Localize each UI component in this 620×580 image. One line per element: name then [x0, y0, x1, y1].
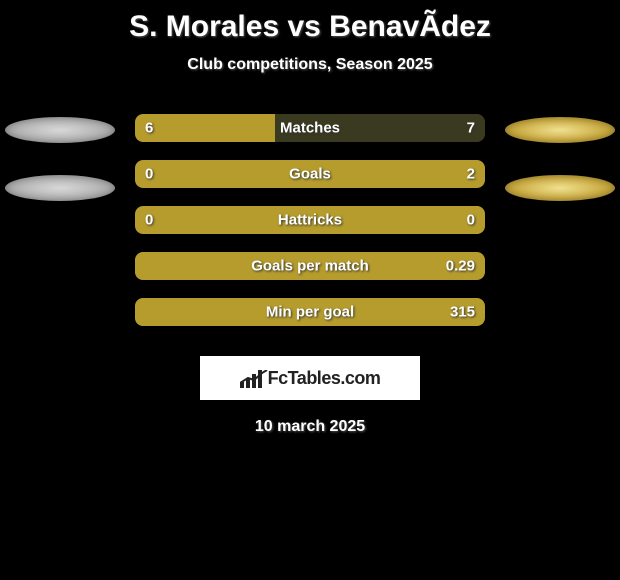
date-text: 10 march 2025	[0, 418, 620, 436]
left-ellipse	[5, 175, 115, 201]
bars-container: 6 Matches 7 0 Goals 2 0 Hattricks 0 Goals per mat…	[135, 114, 485, 326]
left-ellipse	[5, 117, 115, 143]
subtitle: Club competitions, Season 2025	[0, 56, 620, 74]
logo-box: FcTables.com	[200, 356, 420, 400]
right-ellipse	[505, 175, 615, 201]
bar-fill-right	[198, 160, 485, 188]
logo-text: FcTables.com	[268, 368, 381, 389]
comparison-area: 6 Matches 7 0 Goals 2 0 Hattricks 0 Goals per mat…	[0, 114, 620, 326]
bar-value-right: 7	[467, 120, 475, 137]
bar-row: 0 Hattricks 0	[135, 206, 485, 234]
bar-value-right: 315	[450, 304, 475, 321]
bar-label: Hattricks	[278, 212, 342, 229]
right-ellipse-column	[505, 114, 615, 201]
bar-label: Min per goal	[266, 304, 354, 321]
bar-row: Min per goal 315	[135, 298, 485, 326]
page-title: S. Morales vs BenavÃ­dez	[0, 10, 620, 44]
bar-label: Goals per match	[251, 258, 369, 275]
bar-value-left: 0	[145, 212, 153, 229]
bar-row: 6 Matches 7	[135, 114, 485, 142]
bar-fill-left	[135, 114, 275, 142]
bar-row: 0 Goals 2	[135, 160, 485, 188]
bar-value-right: 0	[467, 212, 475, 229]
stats-card: S. Morales vs BenavÃ­dez Club competitio…	[0, 0, 620, 436]
logo-chart-icon	[240, 368, 262, 388]
bar-value-left: 6	[145, 120, 153, 137]
bar-value-right: 2	[467, 166, 475, 183]
bar-value-left: 0	[145, 166, 153, 183]
bar-row: Goals per match 0.29	[135, 252, 485, 280]
bar-label: Matches	[280, 120, 340, 137]
bar-label: Goals	[289, 166, 331, 183]
bar-value-right: 0.29	[446, 258, 475, 275]
right-ellipse	[505, 117, 615, 143]
left-ellipse-column	[5, 114, 115, 201]
